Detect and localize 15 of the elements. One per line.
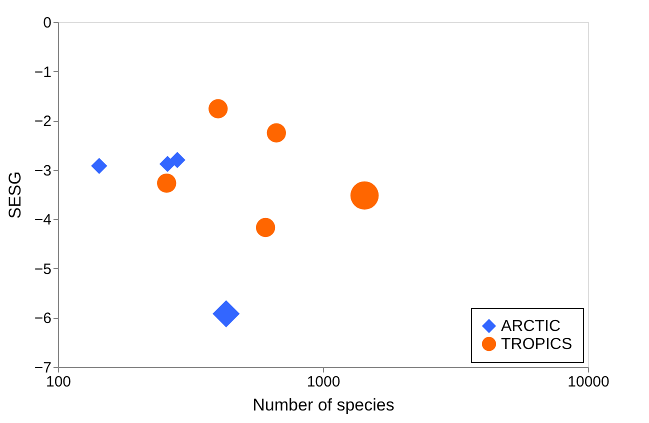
y-tick-label: −4: [34, 212, 52, 229]
y-tick-label: 0: [43, 14, 52, 32]
y-tick-label: −6: [34, 310, 52, 328]
x-tick-label: 1000: [306, 374, 340, 390]
legend-label: ARCTIC: [501, 318, 561, 335]
y-tick-label: −1: [34, 64, 52, 81]
y-tick-label: −2: [34, 113, 52, 130]
y-tick-label: −7: [34, 360, 52, 376]
y-tick-label: −5: [34, 260, 52, 278]
y-tick-label: −3: [34, 162, 52, 180]
x-axis-title: Number of species: [252, 396, 394, 414]
legend-label: TROPICS: [501, 336, 572, 353]
x-tick-label: 100: [46, 374, 72, 390]
x-tick-label: 10000: [568, 374, 610, 390]
y-axis-title: SESG: [5, 171, 24, 219]
